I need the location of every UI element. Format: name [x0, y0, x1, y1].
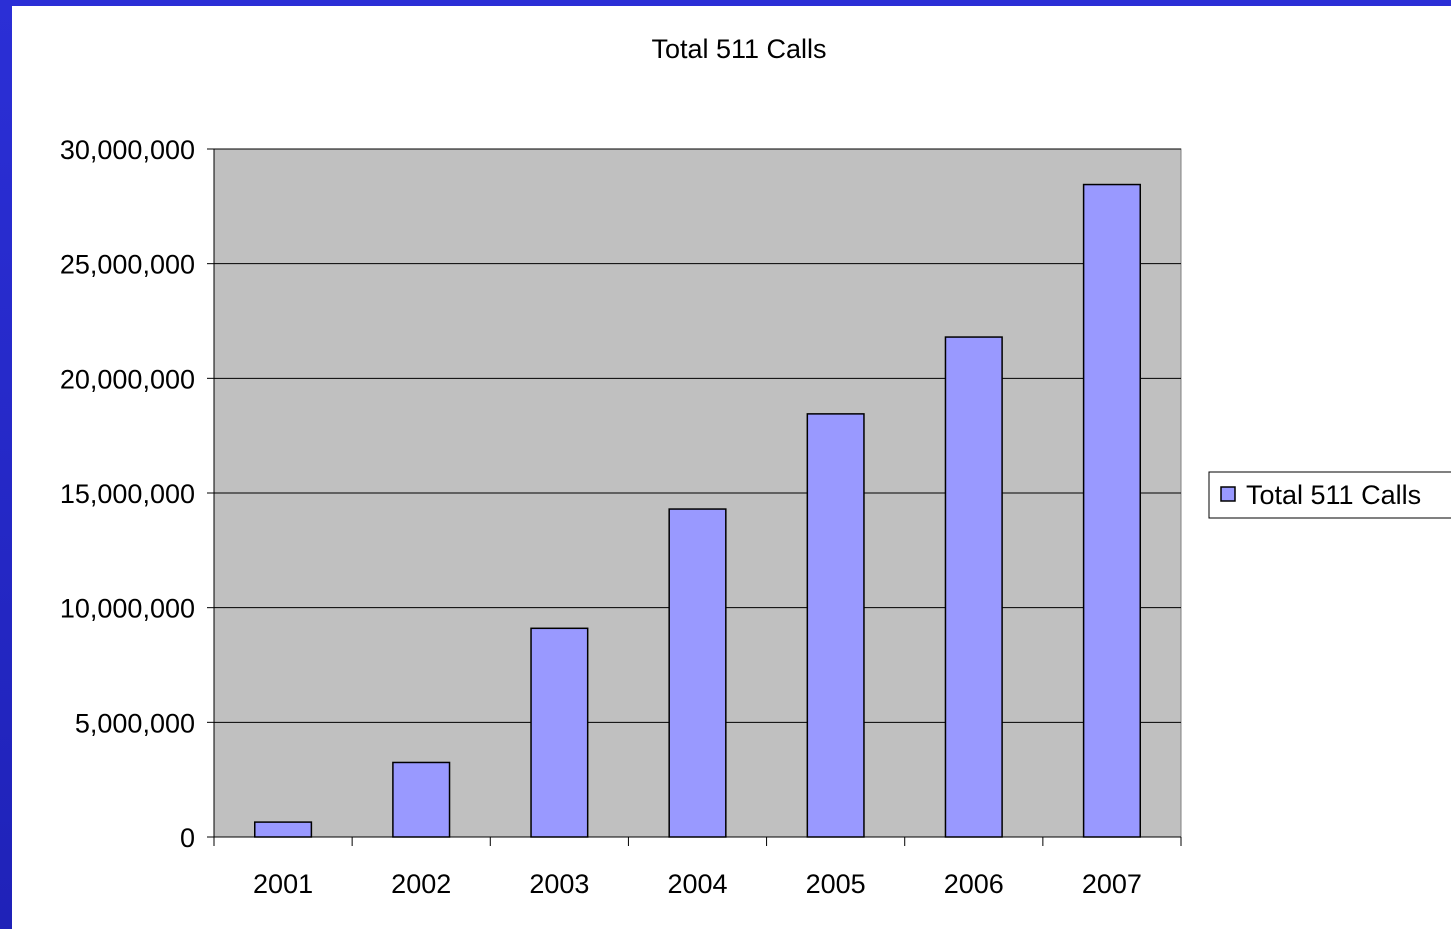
- x-axis-ticks: 2001 2002 2003 2004 2005 2006 2007: [213, 837, 1182, 899]
- y-tick-label: 10,000,000: [60, 594, 195, 624]
- y-tick-label: 15,000,000: [60, 479, 195, 509]
- legend-swatch: [1220, 486, 1236, 502]
- x-tick-label: 2003: [529, 869, 589, 899]
- bar-2004: [668, 508, 727, 838]
- bar-2003: [530, 627, 589, 838]
- x-tick-label: 2002: [391, 869, 451, 899]
- x-tick-label: 2001: [253, 869, 313, 899]
- legend: Total 511 Calls: [1208, 471, 1451, 519]
- legend-box: [1208, 471, 1451, 519]
- y-tick-label: 30,000,000: [60, 135, 195, 165]
- chart-title: Total 511 Calls: [651, 34, 826, 64]
- y-tick-label: 20,000,000: [60, 364, 195, 394]
- x-tick-label: 2005: [806, 869, 866, 899]
- bar-2006: [944, 336, 1003, 838]
- bar-2007: [1082, 183, 1141, 838]
- y-axis-ticks: 0 5,000,000 10,000,000 15,000,000 20,000,000…: [60, 135, 214, 853]
- bars: [254, 183, 1141, 838]
- bar-2005: [806, 413, 865, 838]
- y-tick-label: 25,000,000: [60, 250, 195, 280]
- x-tick-label: 2004: [667, 869, 727, 899]
- bar-2001: [254, 821, 313, 838]
- legend-label: Total 511 Calls: [1246, 480, 1421, 510]
- y-tick-label: 5,000,000: [75, 708, 195, 738]
- x-tick-label: 2007: [1082, 869, 1142, 899]
- bar-2002: [392, 761, 451, 838]
- y-tick-label: 0: [180, 823, 195, 853]
- x-tick-label: 2006: [944, 869, 1004, 899]
